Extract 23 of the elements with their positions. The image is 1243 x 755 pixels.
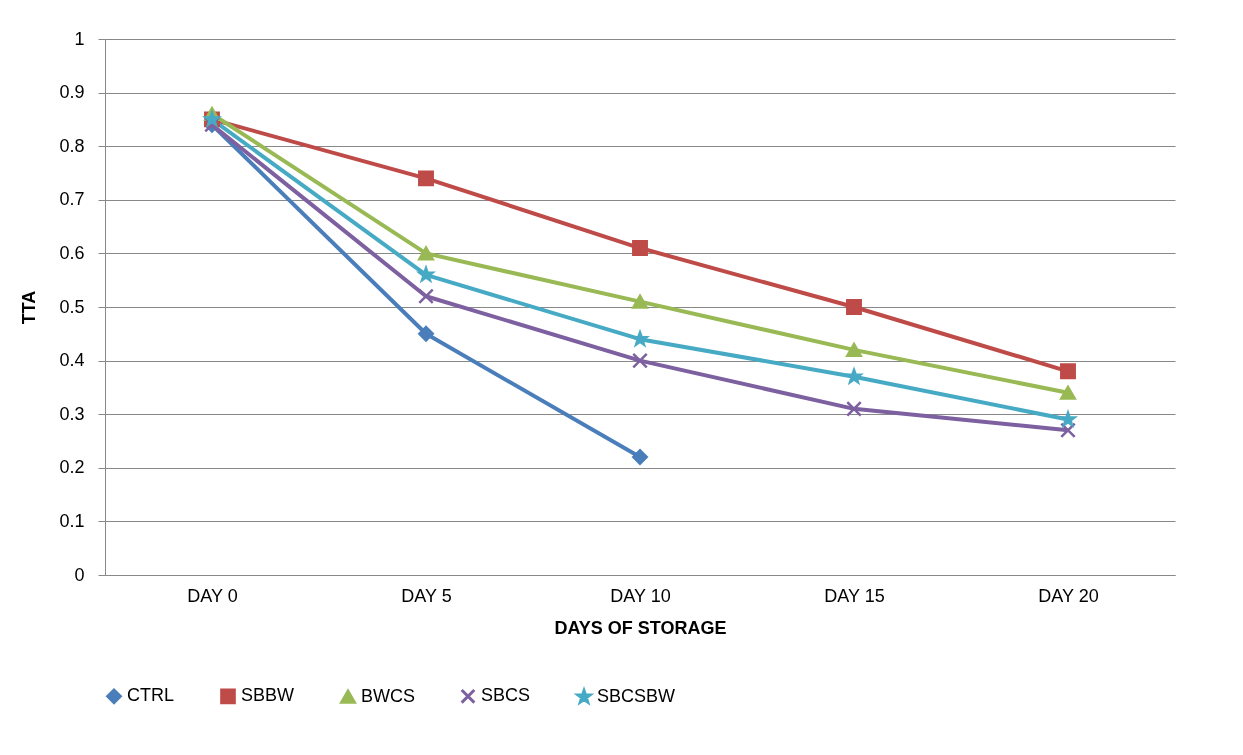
y-tick-label: 0.4: [59, 350, 85, 371]
legend-label: CTRL: [127, 685, 175, 706]
y-tick-label: 0.7: [59, 189, 85, 210]
y-axis-title: TTA: [19, 290, 40, 325]
y-tick-label: 0.2: [59, 457, 85, 478]
legend-label: SBCSBW: [597, 685, 676, 706]
legend-label: BWCS: [361, 685, 415, 706]
legend-label: SBBW: [241, 685, 295, 706]
y-tick-label: 0.5: [59, 296, 85, 317]
x-tick-label: DAY 5: [401, 585, 452, 606]
y-tick-label: 1: [74, 28, 85, 49]
y-tick-label: 0: [74, 564, 85, 585]
y-tick-label: 0.9: [59, 82, 85, 103]
y-tick-label: 0.8: [59, 135, 85, 156]
x-tick-label: DAY 15: [824, 585, 885, 606]
legend-label: SBCS: [481, 685, 531, 706]
y-tick-label: 0.1: [59, 510, 85, 531]
x-tick-label: DAY 20: [1038, 585, 1099, 606]
x-tick-label: DAY 10: [610, 585, 671, 606]
x-axis-title: DAYS OF STORAGE: [554, 617, 727, 638]
y-tick-label: 0.6: [59, 242, 85, 263]
y-tick-label: 0.3: [59, 403, 85, 424]
x-tick-label: DAY 0: [187, 585, 238, 606]
